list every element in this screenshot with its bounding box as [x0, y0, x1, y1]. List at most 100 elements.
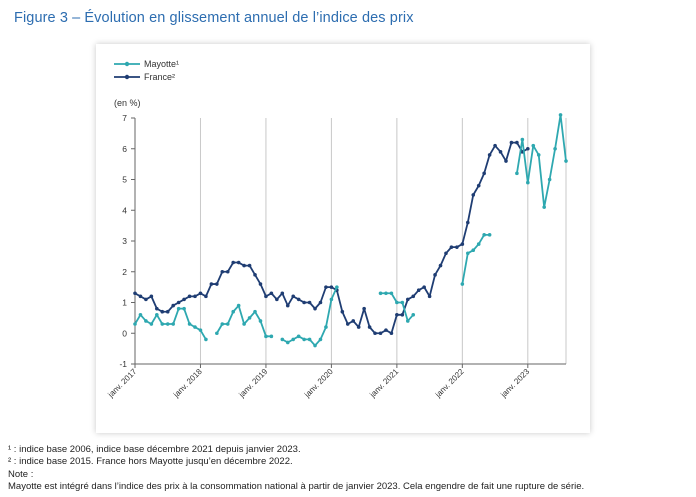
data-point [253, 309, 257, 314]
data-point [526, 146, 530, 151]
data-point [427, 294, 432, 299]
data-point [476, 183, 481, 188]
data-point [231, 309, 235, 314]
legend-label: Mayotte¹ [144, 59, 179, 69]
data-point [133, 291, 137, 296]
data-point [176, 300, 181, 305]
data-point [193, 325, 197, 329]
data-point [526, 180, 530, 185]
series-layer [133, 113, 568, 348]
x-tick-label: janv. 2018 [171, 367, 204, 400]
figure-title: Figure 3 – Évolution en glissement annue… [14, 10, 414, 26]
data-point [285, 340, 290, 345]
data-point [165, 322, 170, 326]
y-tick-label: 6 [122, 144, 127, 154]
data-point [422, 285, 426, 289]
data-point [160, 309, 165, 314]
y-tick-label: 1 [122, 298, 127, 308]
data-point [258, 282, 263, 286]
data-point [487, 153, 492, 157]
data-point [482, 233, 486, 237]
footnote-1: ¹ : indice base 2006, indice base décemb… [8, 444, 301, 455]
legend-label: France² [144, 72, 175, 82]
series-line [281, 286, 338, 347]
data-point [515, 140, 519, 145]
data-point [198, 328, 203, 332]
data-point [302, 300, 306, 305]
x-tick-label: janv. 2017 [106, 367, 139, 400]
data-point [204, 337, 208, 342]
chart-frame: janv. 2017 janv. 2018 janv. 2019 janv. 2020… [96, 44, 590, 433]
y-tick-label: -1 [119, 359, 127, 369]
data-point [389, 291, 394, 296]
data-point [313, 343, 317, 348]
data-point [542, 205, 546, 209]
data-point [296, 334, 301, 339]
data-point [329, 297, 334, 302]
data-point [247, 316, 252, 320]
data-point [176, 306, 181, 311]
data-point [187, 322, 192, 326]
data-point [313, 306, 317, 311]
data-point [373, 331, 377, 336]
x-tick-label: janv. 2021 [368, 367, 401, 400]
data-point [280, 337, 285, 342]
legend: Mayotte¹ France² [114, 59, 179, 82]
x-tick-label: janv. 2019 [237, 367, 270, 400]
data-point [515, 171, 519, 176]
grid-layer [199, 118, 567, 364]
data-point [204, 294, 208, 299]
data-point [460, 282, 465, 286]
data-point [416, 288, 421, 292]
line-chart: janv. 2017 janv. 2018 janv. 2019 janv. 2020… [106, 59, 568, 400]
data-point [253, 273, 257, 277]
data-point [564, 159, 568, 163]
data-point [144, 319, 148, 323]
data-point [296, 297, 301, 302]
data-point [318, 337, 323, 342]
note-text: Mayotte est intégré dans l’indice des pr… [8, 481, 585, 493]
data-point [182, 306, 186, 311]
data-point [531, 143, 536, 148]
data-point [291, 294, 296, 299]
data-point [378, 331, 383, 336]
data-point [384, 291, 388, 296]
data-point [476, 242, 481, 246]
series-line [134, 307, 207, 340]
data-point [215, 282, 219, 286]
y-tick-label: 5 [122, 175, 127, 185]
data-point [242, 263, 246, 268]
data-point [242, 322, 246, 326]
data-point [345, 322, 350, 326]
data-point [395, 300, 399, 305]
legend-marker [124, 61, 130, 67]
data-point [471, 248, 476, 253]
data-point [493, 143, 497, 148]
data-point [171, 322, 175, 326]
data-point [307, 300, 312, 305]
data-point [433, 273, 437, 277]
data-point [324, 325, 328, 329]
data-point [165, 309, 170, 314]
x-tick-label: janv. 2023 [498, 367, 531, 400]
data-point [455, 245, 459, 249]
data-point [269, 291, 274, 296]
data-point [329, 285, 334, 289]
data-point [149, 294, 154, 299]
data-point [340, 309, 345, 314]
data-point [247, 263, 252, 268]
data-point [280, 291, 285, 296]
data-point [133, 322, 137, 326]
data-point [466, 220, 470, 225]
data-point [220, 269, 225, 274]
data-point [378, 291, 383, 296]
data-point [275, 297, 279, 302]
data-point [405, 319, 410, 323]
data-point [356, 325, 361, 329]
y-tick-label: 4 [122, 205, 127, 215]
data-point [291, 337, 296, 342]
data-point [444, 251, 448, 256]
data-point [389, 331, 394, 336]
data-point [138, 294, 143, 299]
data-point [466, 251, 470, 256]
